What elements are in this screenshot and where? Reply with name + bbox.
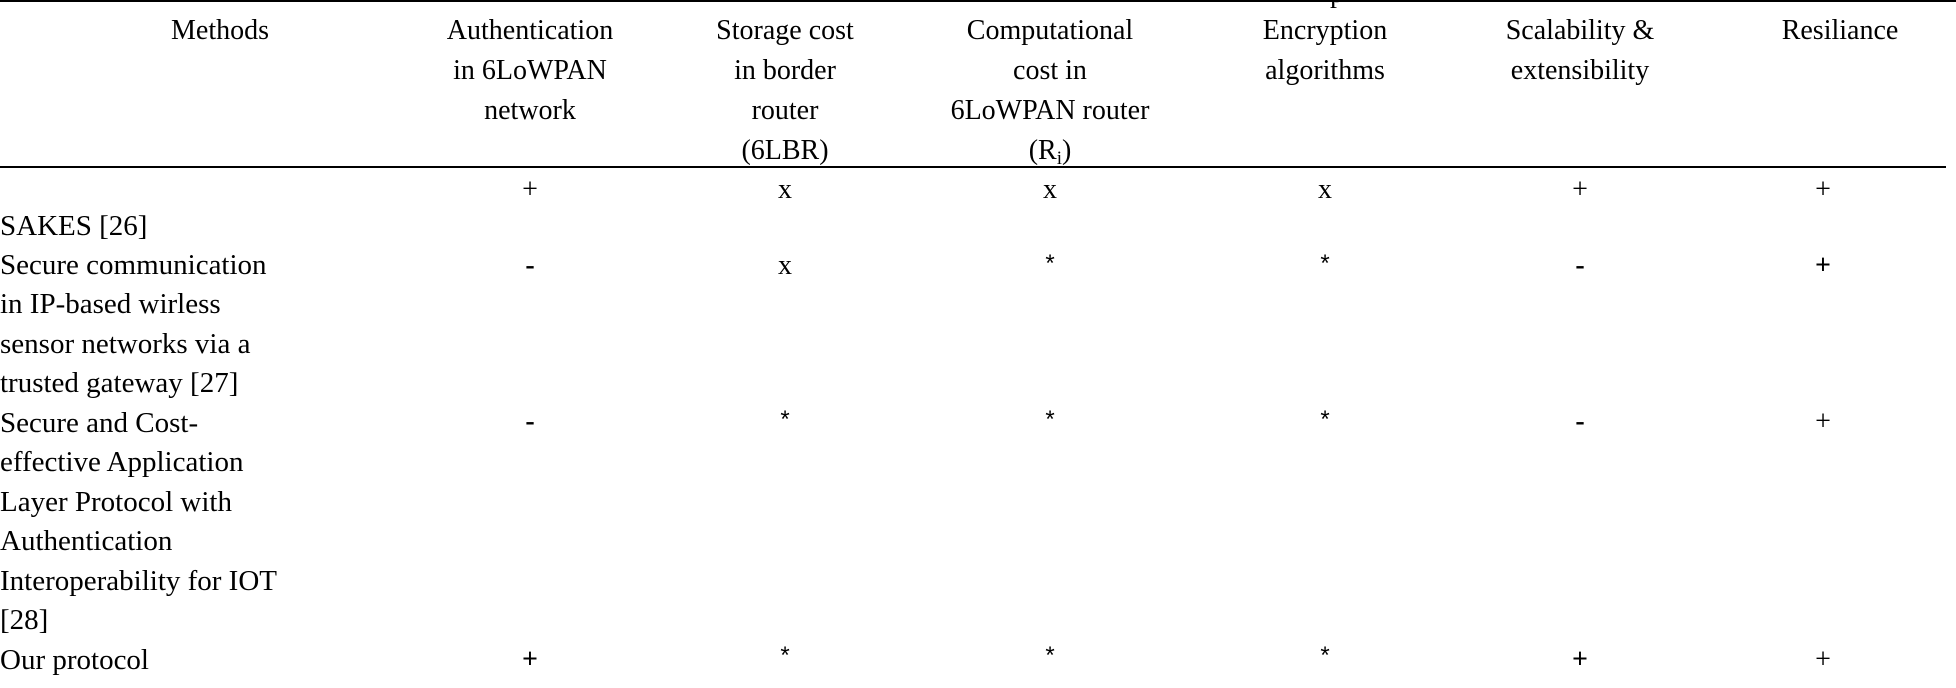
cell-computational: *: [1045, 250, 1055, 277]
cell-scalability: +: [1572, 644, 1588, 675]
header-scalability: Scalability & extensibility: [1505, 15, 1655, 86]
cell-resilience: +: [1815, 250, 1831, 281]
cell-encryption: *: [1320, 642, 1330, 669]
cell-scalability: -: [1575, 250, 1585, 281]
header-encryption: Encryption algorithms: [1262, 15, 1388, 86]
header-resilience: Resiliance: [1781, 15, 1899, 46]
header-computational-cost: Computational cost in 6LoWPAN router (Ri…: [910, 11, 1190, 179]
header-storage-cost: Storage cost in border router (6LBR): [716, 15, 854, 166]
cell-computational: *: [1045, 642, 1055, 669]
cell-encryption: *: [1320, 406, 1330, 433]
cell-storage: *: [780, 406, 790, 433]
method-label: sensor networks via a: [0, 328, 251, 360]
cell-scalability: +: [1572, 174, 1588, 205]
cell-computational: *: [1045, 406, 1055, 433]
method-label: Secure communication: [0, 249, 267, 281]
method-label: Authentication: [0, 525, 173, 557]
method-label: [28]: [0, 604, 49, 636]
cell-encryption: *: [1320, 250, 1330, 277]
cell-resilience: +: [1815, 174, 1831, 205]
cell-storage: x: [778, 250, 792, 281]
method-label: Secure and Cost-: [0, 407, 199, 439]
method-label: trusted gateway [27]: [0, 367, 239, 399]
cell-storage: *: [780, 642, 790, 669]
method-label: Interoperability for IOT: [0, 565, 278, 597]
method-label: effective Application: [0, 446, 244, 478]
cell-authentication: +: [522, 174, 538, 205]
cell-scalability: -: [1575, 406, 1585, 437]
cell-computational: x: [1043, 174, 1057, 205]
method-label: Our protocol: [0, 644, 149, 676]
cell-encryption: x: [1318, 174, 1332, 205]
cell-storage: x: [778, 174, 792, 205]
table-header-rule: [0, 166, 1946, 168]
header-computational-ri: (Ri): [1028, 135, 1072, 169]
table-top-rule: [0, 0, 1956, 2]
cell-authentication: +: [522, 644, 538, 675]
method-label: Layer Protocol with: [0, 486, 232, 518]
header-authentication: Authentication in 6LoWPAN network: [446, 15, 614, 126]
cell-authentication: -: [525, 250, 535, 281]
cell-resilience: +: [1815, 644, 1831, 675]
cell-resilience: +: [1815, 406, 1831, 437]
method-label: in IP-based wirless: [0, 288, 221, 320]
cell-authentication: -: [525, 406, 535, 437]
caption-fragment: p: [1330, 0, 1344, 8]
method-label: SAKES [26]: [0, 210, 148, 242]
header-methods: Methods: [171, 15, 269, 46]
